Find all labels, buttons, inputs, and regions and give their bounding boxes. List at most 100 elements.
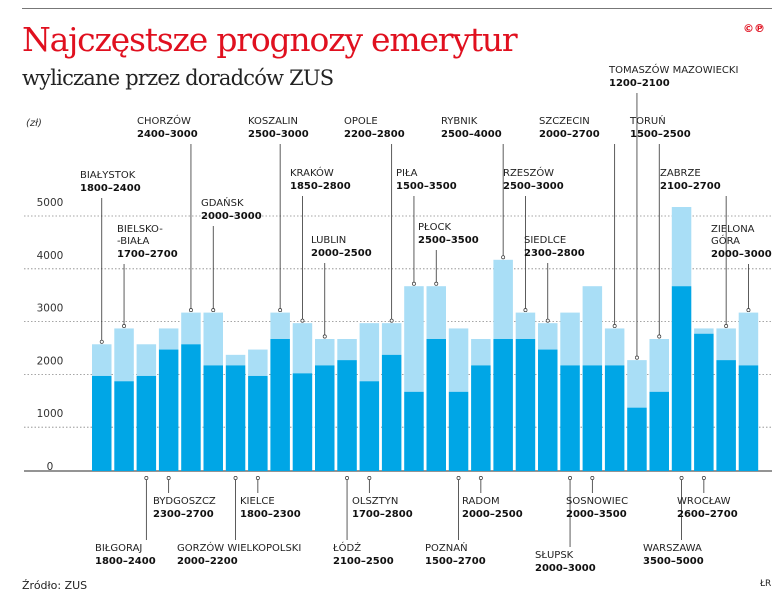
city-label: SIEDLCE 2300–2800 [524,235,585,259]
city-name: PŁOCK [418,222,452,233]
range-value-label: 2000–2500 [462,509,523,520]
range-value-label: 2000–2700 [539,129,600,140]
source-note: Źródło: ZUS [22,579,88,592]
range-value-label: 2100–2500 [333,556,394,567]
range-value-label: 2000–3000 [711,249,772,260]
city-name: WARSZAWA [643,543,702,554]
y-tick-label: 1000 [37,408,64,420]
city-label: TOMASZÓW MAZOWIECKI 1200–2100 [608,63,738,89]
bar-range-low [448,391,469,471]
bar-range-high [292,323,313,374]
bar-range-high [92,344,112,376]
leader-dot [657,334,662,339]
bar-range-low [292,373,313,471]
author-initials: ŁR [760,579,772,589]
bar-range-high [225,354,246,366]
city-label: PIŁA 1500–3500 [396,168,457,192]
bar-range-high [270,312,290,339]
city-label: LUBLIN 2000–2500 [311,235,372,259]
city-name: BIŁGORAJ [95,543,142,554]
city-name: SZCZECIN [539,116,590,127]
city-label: BIŁGORAJ 1800–2400 [95,543,156,567]
city-label: GDAŃSK 2000–3000 [201,196,262,222]
range-value-label: 2500–4000 [441,129,502,140]
bar-range-low [114,381,134,471]
y-tick-label: 3000 [37,303,64,315]
bar-range-low [225,365,246,471]
leader-dot [278,308,283,313]
range-value-label: 1800–2400 [80,183,141,194]
city-label: OLSZTYN 1700–2800 [352,496,413,520]
bar-range-low [315,365,335,471]
leader-dot [456,476,461,480]
city-label: SŁUPSK 2000–3000 [535,550,596,574]
city-label: POZNAŃ 1500–2700 [425,541,486,567]
bar-range-high [716,328,736,361]
bar-range-low [560,365,580,471]
leader-dot [746,308,751,313]
bar-range-low [716,360,736,471]
range-value-label: 2300–2800 [524,248,585,259]
city-name: ZABRZE [660,168,701,179]
city-name: TOMASZÓW MAZOWIECKI [608,63,738,76]
leader-dot [345,476,349,480]
bar-range-high [136,344,157,376]
bar-range-low [671,286,692,471]
city-label: ŁÓDŹ 2100–2500 [332,541,394,567]
bar-range-low [136,375,157,471]
y-tick-label: 4000 [37,250,64,262]
leader-dot [188,308,193,313]
leader-dot [389,318,394,323]
bar-range-low [471,365,491,471]
range-value-label: 2000–2500 [311,248,372,259]
leader-dot [233,476,238,480]
bar-range-high [315,339,335,366]
bar-range-low [203,365,223,471]
leader-dot [300,318,305,323]
city-label: OPOLE 2200–2800 [344,116,405,140]
leader-dot [568,476,573,480]
leader-dot [412,281,416,286]
chart-title: Najczęstsze prognozy emerytur [22,20,518,59]
city-label: RYBNIK 2500–4000 [441,116,502,140]
city-name: KIELCE [240,496,275,507]
leader-dot [211,308,216,313]
range-value-label: 2000–2200 [177,556,238,567]
city-name: CHORZÓW [137,114,191,127]
bar-range-low [248,375,268,471]
leader-dot [701,476,706,480]
leader-dot [501,255,506,260]
city-label: WARSZAWA 3500–5000 [643,543,704,567]
range-value-label: 1500–3500 [396,181,457,192]
leader-dot [322,334,327,339]
bar-range-high [181,312,201,345]
bar-range-low [604,365,625,471]
city-label: KRAKÓW 1850–2800 [290,166,351,192]
bar-range-low [738,365,759,471]
range-value-label: 2500–3000 [248,129,309,140]
bar-range-high [158,328,179,350]
city-label: KOSZALIN 2500–3000 [248,116,309,140]
bar-range-high [493,259,513,339]
bar-range-high [582,286,603,366]
bar-range-low [538,349,558,471]
city-name: LUBLIN [311,235,346,246]
bar-range-high [404,286,424,392]
bar-range-high [694,328,714,334]
range-value-label: 1500–2500 [630,129,691,140]
range-value-label: 1700–2800 [352,509,413,520]
city-name: PIŁA [396,168,418,179]
range-value-label: 1500–2700 [425,556,486,567]
range-value-label: 1800–2400 [95,556,156,567]
city-label: WROCŁAW 2600–2700 [677,496,738,520]
bar-range-low [181,344,201,471]
city-name: RYBNIK [441,116,478,127]
city-label: BYDGOSZCZ 2300–2700 [153,496,216,520]
city-name: RADOM [462,496,500,507]
city-label: BIELSKO--BIAŁA 1700–2700 [117,224,178,260]
y-unit-label: (zł) [26,118,42,129]
bar-range-low [359,381,380,471]
bar-range-high [471,339,491,366]
